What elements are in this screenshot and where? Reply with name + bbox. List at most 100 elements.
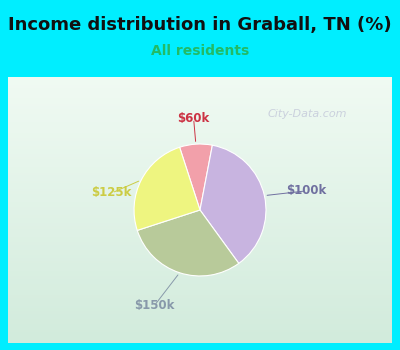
Bar — [8, 122, 392, 125]
Text: City-Data.com: City-Data.com — [268, 109, 347, 119]
Bar — [8, 324, 392, 327]
Bar — [8, 130, 392, 133]
Bar — [8, 266, 392, 268]
Bar — [8, 189, 392, 191]
Bar — [8, 263, 392, 266]
Bar — [8, 104, 392, 106]
Bar — [8, 258, 392, 260]
Bar — [8, 322, 392, 324]
Bar — [8, 106, 392, 109]
Wedge shape — [137, 210, 239, 276]
Bar — [8, 101, 392, 104]
Bar — [8, 82, 392, 85]
Bar — [8, 85, 392, 88]
Bar — [8, 220, 392, 223]
Bar — [8, 186, 392, 189]
Bar — [8, 114, 392, 117]
Bar — [8, 255, 392, 258]
Bar — [8, 303, 392, 306]
Bar — [8, 162, 392, 165]
Bar — [8, 205, 392, 207]
Bar — [8, 271, 392, 274]
Bar — [8, 226, 392, 229]
Bar — [8, 117, 392, 120]
Bar — [8, 300, 392, 303]
Bar — [8, 199, 392, 202]
Bar — [8, 231, 392, 234]
Bar — [8, 80, 392, 82]
Bar — [8, 285, 392, 287]
Bar — [8, 149, 392, 152]
Bar — [8, 157, 392, 160]
Bar — [8, 215, 392, 218]
Bar — [8, 234, 392, 237]
Bar — [8, 319, 392, 322]
Bar — [8, 306, 392, 308]
Bar — [8, 167, 392, 170]
Bar — [8, 237, 392, 239]
Bar — [8, 202, 392, 205]
Bar — [8, 290, 392, 293]
Bar — [8, 260, 392, 263]
Text: $100k: $100k — [286, 184, 326, 197]
Bar — [8, 96, 392, 98]
Bar — [8, 314, 392, 316]
Bar — [8, 125, 392, 127]
Bar — [8, 109, 392, 112]
Bar — [8, 210, 392, 213]
Bar — [8, 160, 392, 162]
Bar — [8, 223, 392, 226]
Bar — [8, 330, 392, 332]
Bar — [8, 154, 392, 157]
Bar — [8, 135, 392, 138]
Bar — [8, 332, 392, 335]
Text: $60k: $60k — [178, 112, 210, 125]
Bar — [8, 146, 392, 149]
Bar — [8, 173, 392, 175]
Bar — [8, 178, 392, 181]
Bar — [8, 133, 392, 135]
Text: All residents: All residents — [151, 44, 249, 58]
Bar — [8, 335, 392, 338]
Bar — [8, 287, 392, 290]
Bar — [8, 165, 392, 167]
Bar — [8, 183, 392, 186]
Text: $125k: $125k — [92, 187, 132, 199]
Wedge shape — [134, 147, 200, 230]
Bar — [8, 268, 392, 271]
Bar — [8, 207, 392, 210]
Bar — [8, 93, 392, 96]
Bar — [8, 127, 392, 130]
Bar — [8, 253, 392, 255]
Bar — [8, 316, 392, 319]
Bar — [8, 274, 392, 276]
Bar — [8, 245, 392, 247]
Bar — [8, 242, 392, 245]
Bar — [8, 98, 392, 101]
Bar — [8, 170, 392, 173]
Bar — [8, 77, 392, 80]
Bar — [8, 340, 392, 343]
Bar — [8, 175, 392, 178]
Bar — [8, 282, 392, 285]
Bar — [8, 338, 392, 340]
Bar — [8, 295, 392, 298]
Bar — [8, 293, 392, 295]
Bar — [8, 218, 392, 220]
Bar — [8, 247, 392, 250]
Wedge shape — [180, 144, 212, 210]
Wedge shape — [200, 145, 266, 263]
Bar — [8, 194, 392, 197]
Bar — [8, 229, 392, 231]
Bar — [8, 191, 392, 194]
Bar — [8, 90, 392, 93]
Bar — [8, 239, 392, 242]
Bar — [8, 308, 392, 311]
Bar — [8, 213, 392, 215]
Bar — [8, 152, 392, 154]
Bar — [8, 88, 392, 90]
Bar — [8, 298, 392, 300]
Bar — [8, 112, 392, 114]
Bar — [8, 144, 392, 146]
Bar — [8, 120, 392, 122]
